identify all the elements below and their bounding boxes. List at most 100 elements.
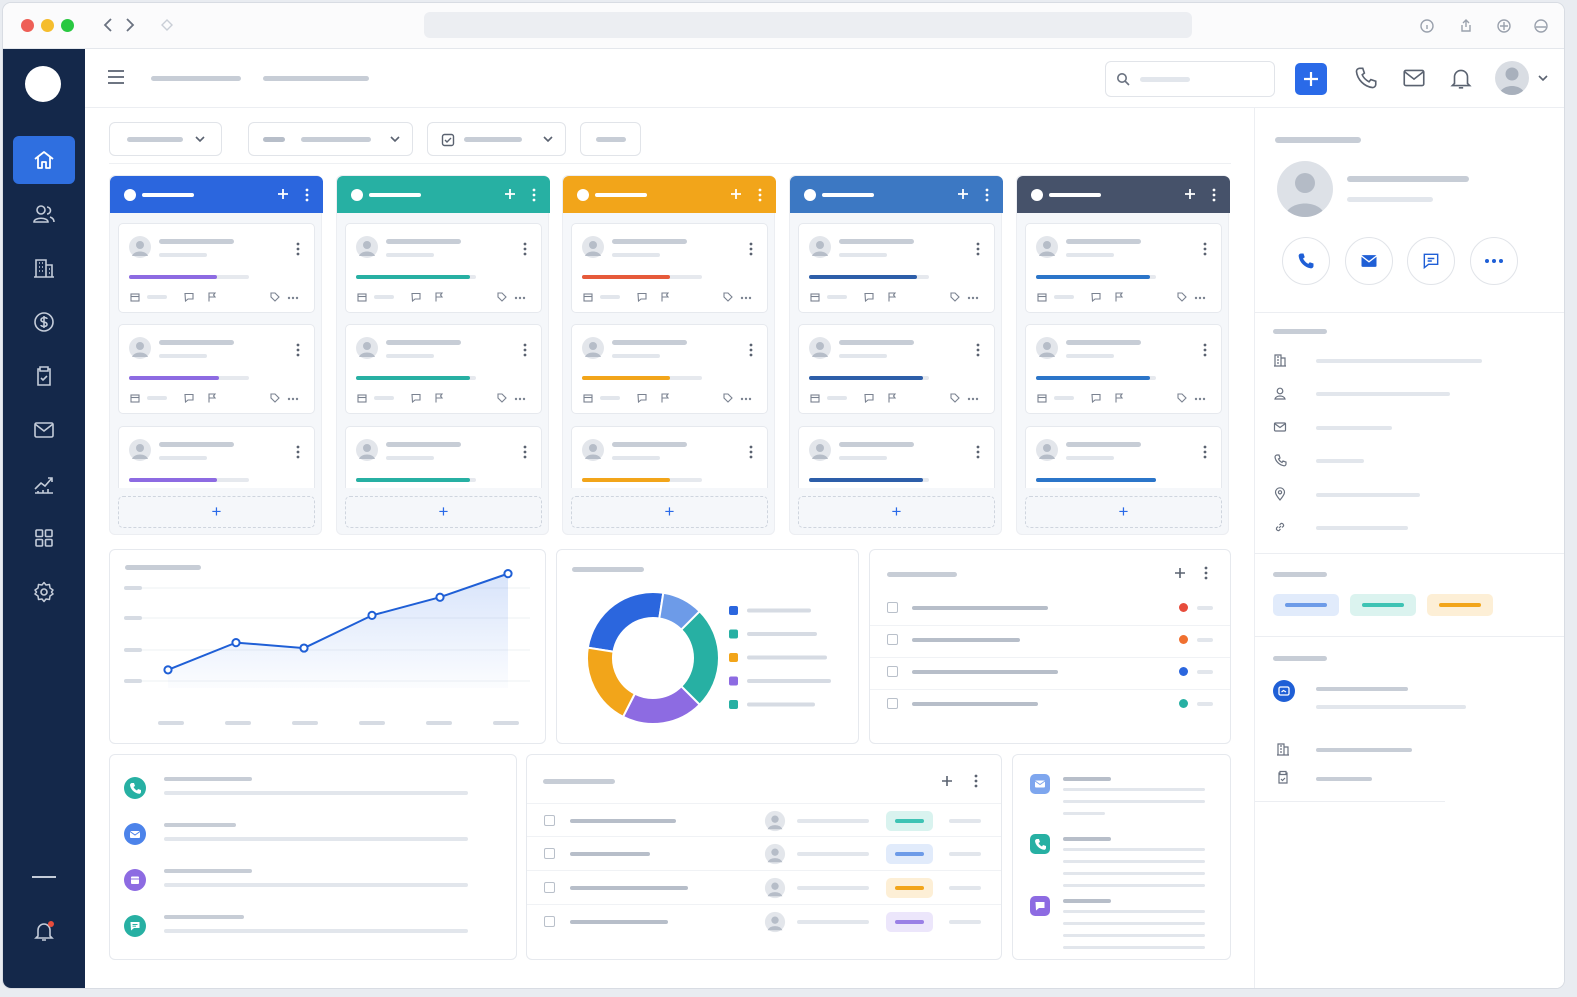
more-vertical-icon[interactable]: [296, 242, 300, 256]
sidebar-item-mail[interactable]: [13, 406, 75, 454]
breadcrumb[interactable]: [151, 76, 241, 81]
more-horizontal-icon[interactable]: [740, 296, 752, 300]
more-vertical-icon[interactable]: [976, 242, 980, 256]
filter-button[interactable]: [580, 122, 641, 156]
timeline-item[interactable]: [110, 777, 516, 817]
extensions-icon[interactable]: [1496, 18, 1512, 34]
more-actions-button[interactable]: [1470, 237, 1518, 285]
message-item[interactable]: [1013, 774, 1230, 830]
more-vertical-icon[interactable]: [976, 445, 980, 459]
minimize-window-button[interactable]: [41, 19, 54, 32]
deal-card[interactable]: [571, 426, 768, 488]
table-row[interactable]: [527, 837, 1001, 871]
profile-icon[interactable]: [1533, 18, 1549, 34]
more-vertical-icon[interactable]: [749, 445, 753, 459]
tag-orange[interactable]: [1427, 594, 1493, 616]
add-card-button[interactable]: +: [118, 496, 315, 528]
more-vertical-icon[interactable]: [985, 188, 989, 202]
more-vertical-icon[interactable]: [1203, 343, 1207, 357]
deal-card[interactable]: [798, 324, 995, 414]
deal-card[interactable]: [798, 426, 995, 488]
call-button[interactable]: [1282, 237, 1330, 285]
row-checkbox[interactable]: [544, 815, 555, 826]
sidebar-item-reports[interactable]: [13, 460, 75, 508]
deal-card[interactable]: [345, 426, 542, 488]
more-vertical-icon[interactable]: [976, 343, 980, 357]
timeline-item[interactable]: [110, 823, 516, 863]
share-icon[interactable]: [1458, 18, 1474, 34]
deal-card[interactable]: [345, 223, 542, 313]
more-vertical-icon[interactable]: [296, 445, 300, 459]
sidebar-item-contacts[interactable]: [13, 190, 75, 238]
notification-bell-icon[interactable]: [32, 919, 56, 943]
sidebar-item-settings[interactable]: [13, 568, 75, 616]
task-row[interactable]: [870, 690, 1230, 722]
deal-card[interactable]: [1025, 426, 1222, 488]
forward-icon[interactable]: [123, 16, 137, 34]
more-vertical-icon[interactable]: [749, 242, 753, 256]
more-vertical-icon[interactable]: [1203, 242, 1207, 256]
message-item[interactable]: [1013, 834, 1230, 890]
task-checkbox[interactable]: [887, 698, 898, 709]
more-vertical-icon[interactable]: [1203, 445, 1207, 459]
plus-icon[interactable]: [504, 188, 516, 200]
more-vertical-icon[interactable]: [296, 343, 300, 357]
deal-card[interactable]: [345, 324, 542, 414]
bell-icon[interactable]: [1448, 65, 1476, 93]
more-vertical-icon[interactable]: [523, 445, 527, 459]
row-checkbox[interactable]: [544, 848, 555, 859]
task-checkbox[interactable]: [887, 602, 898, 613]
chevron-down-icon[interactable]: [1537, 73, 1549, 83]
filter-dropdown-1[interactable]: [109, 122, 222, 156]
add-card-button[interactable]: +: [571, 496, 768, 528]
add-card-button[interactable]: +: [798, 496, 995, 528]
plus-icon[interactable]: [1174, 567, 1186, 579]
phone-icon[interactable]: [1353, 65, 1381, 93]
sidebar-item-tasks[interactable]: [13, 352, 75, 400]
more-horizontal-icon[interactable]: [967, 296, 979, 300]
deal-card[interactable]: [798, 223, 995, 313]
mail-icon[interactable]: [1401, 65, 1429, 93]
deal-card[interactable]: [571, 223, 768, 313]
plus-icon[interactable]: [941, 775, 953, 787]
table-row[interactable]: [527, 871, 1001, 905]
deal-card[interactable]: [118, 223, 315, 313]
more-vertical-icon[interactable]: [974, 774, 978, 788]
filter-dropdown-3[interactable]: [427, 122, 566, 156]
address-bar[interactable]: [424, 12, 1192, 38]
deal-card[interactable]: [1025, 324, 1222, 414]
close-window-button[interactable]: [21, 19, 34, 32]
back-icon[interactable]: [101, 16, 115, 34]
avatar[interactable]: [1495, 61, 1529, 95]
row-checkbox[interactable]: [544, 916, 555, 927]
more-vertical-icon[interactable]: [1212, 188, 1216, 202]
task-checkbox[interactable]: [887, 634, 898, 645]
filter-dropdown-2[interactable]: [248, 122, 413, 156]
more-vertical-icon[interactable]: [758, 188, 762, 202]
menu-icon[interactable]: [107, 69, 125, 85]
message-item[interactable]: [1013, 896, 1230, 952]
more-vertical-icon[interactable]: [523, 343, 527, 357]
add-card-button[interactable]: +: [345, 496, 542, 528]
more-horizontal-icon[interactable]: [287, 296, 299, 300]
plus-icon[interactable]: [277, 188, 289, 200]
task-row[interactable]: [870, 658, 1230, 690]
deal-card[interactable]: [118, 324, 315, 414]
more-vertical-icon[interactable]: [523, 242, 527, 256]
task-row[interactable]: [870, 594, 1230, 626]
more-horizontal-icon[interactable]: [287, 397, 299, 401]
table-row[interactable]: [527, 803, 1001, 837]
reload-icon[interactable]: [160, 18, 174, 32]
maximize-window-button[interactable]: [61, 19, 74, 32]
deal-card[interactable]: [118, 426, 315, 488]
more-horizontal-icon[interactable]: [514, 296, 526, 300]
table-row[interactable]: [527, 905, 1001, 939]
info-icon[interactable]: [1419, 18, 1435, 34]
add-card-button[interactable]: +: [1025, 496, 1222, 528]
more-horizontal-icon[interactable]: [1194, 397, 1206, 401]
row-checkbox[interactable]: [544, 882, 555, 893]
task-row[interactable]: [870, 626, 1230, 658]
tag-blue[interactable]: [1273, 594, 1339, 616]
more-vertical-icon[interactable]: [749, 343, 753, 357]
more-horizontal-icon[interactable]: [514, 397, 526, 401]
